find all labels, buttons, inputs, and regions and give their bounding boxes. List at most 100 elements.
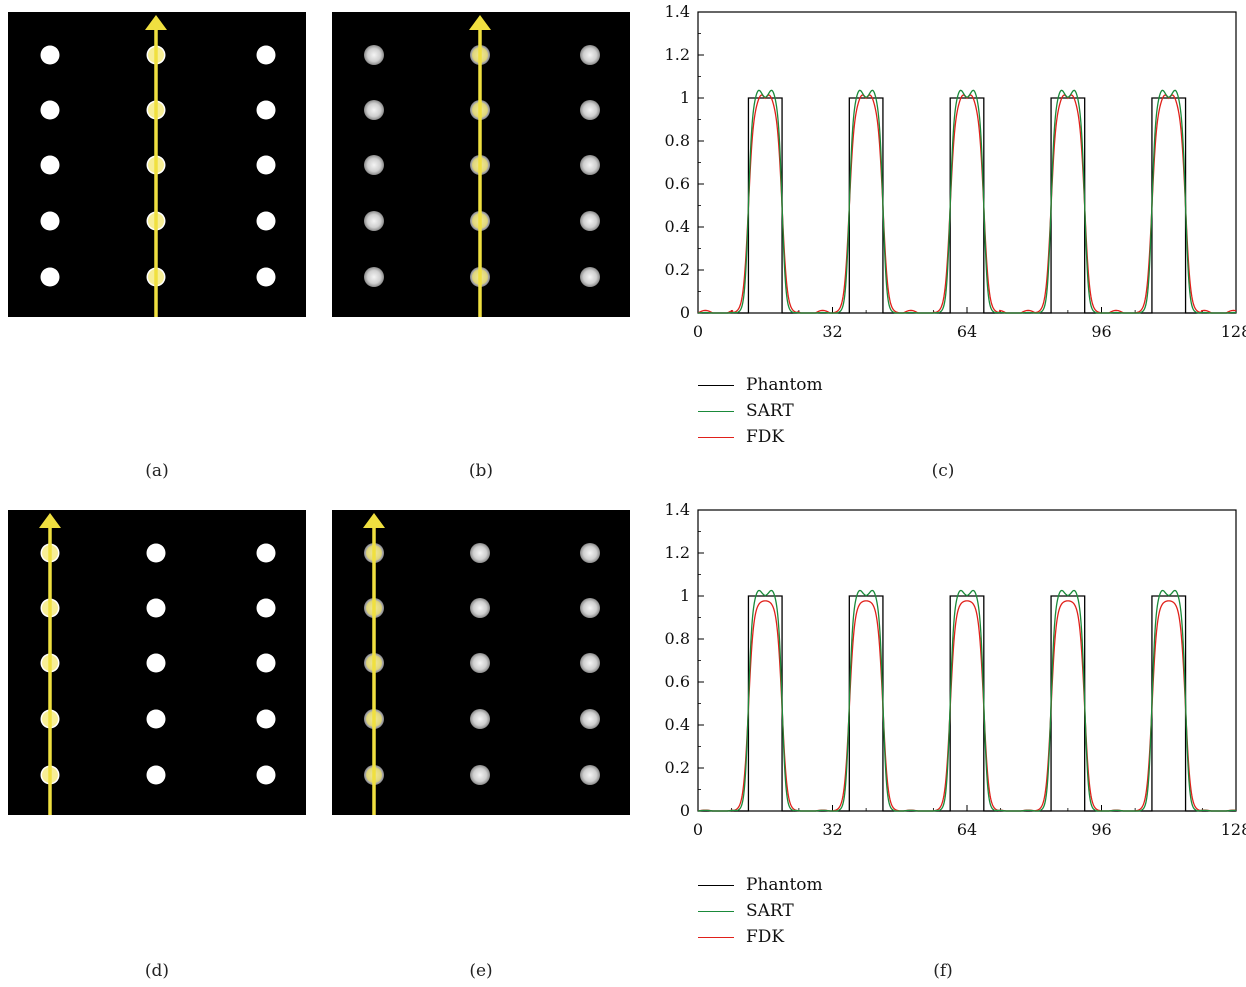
line-chart-f: 0 0.2 0.4 0.6 0.8 1 1.2 1.4 0 32 64 96 128 [640, 498, 1246, 858]
phantom-dot [40, 211, 60, 231]
legend-label-phantom: Phantom [746, 375, 823, 395]
phantom-dot [580, 267, 600, 287]
legend-item-sart: SART [698, 898, 823, 924]
y-tick-label: 1.2 [665, 543, 690, 562]
legend-swatch-sart [698, 410, 734, 412]
phantom-dot [256, 709, 276, 729]
y-tick-label: 0.8 [665, 629, 690, 648]
arrow-dot-overlap [148, 47, 164, 63]
arrow-head-icon [363, 513, 385, 528]
legend-swatch-fdk [698, 936, 734, 938]
series-line-fdk [697, 94, 1237, 314]
series-line-fdk [697, 600, 1237, 812]
plot-frame [697, 509, 1237, 812]
phantom-dot [146, 543, 166, 563]
legend-c: Phantom SART FDK [698, 372, 823, 450]
phantom-dot [256, 211, 276, 231]
y-tick-label: 1.2 [665, 45, 690, 64]
phantom-dot [580, 653, 600, 673]
y-tick-label: 0.6 [665, 672, 690, 691]
caption-d: (d) [144, 961, 170, 981]
plot-frame [697, 11, 1237, 314]
image-b-svg [364, 15, 600, 317]
arrow-dot-overlap [366, 600, 382, 616]
phantom-dot [364, 211, 384, 231]
arrow-dot-overlap [472, 213, 488, 229]
legend-item-phantom: Phantom [698, 372, 823, 398]
arrow-dot-overlap [366, 655, 382, 671]
phantom-dot [256, 543, 276, 563]
x-tick-label: 128 [1221, 820, 1246, 839]
x-tick-label: 0 [693, 820, 703, 839]
arrow-dot-overlap [42, 600, 58, 616]
phantom-dot [40, 45, 60, 65]
arrow-dot-overlap [472, 157, 488, 173]
y-tick-label: 0.4 [665, 715, 690, 734]
y-tick-label: 1 [680, 586, 690, 605]
caption-e: (e) [469, 961, 493, 981]
phantom-dot [580, 45, 600, 65]
legend-label-phantom: Phantom [746, 875, 823, 895]
legend-swatch-sart [698, 910, 734, 912]
phantom-dot [256, 765, 276, 785]
caption-c: (c) [931, 461, 955, 481]
arrow-dot-overlap [148, 269, 164, 285]
phantom-dot [364, 45, 384, 65]
image-panel-b [332, 12, 630, 317]
arrow-dot-overlap [42, 545, 58, 561]
phantom-dot [470, 598, 490, 618]
y-tick-label: 1.4 [665, 500, 690, 519]
x-tick-label: 64 [957, 322, 977, 341]
y-tick-label: 0.2 [665, 758, 690, 777]
phantom-dot [146, 598, 166, 618]
legend-label-sart: SART [746, 901, 794, 921]
phantom-dot [364, 155, 384, 175]
phantom-dot [470, 543, 490, 563]
x-tick-label: 64 [957, 820, 977, 839]
chart-f-svg: 0 0.2 0.4 0.6 0.8 1 1.2 1.4 0 32 64 96 128 [665, 500, 1246, 839]
x-tick-label: 0 [693, 322, 703, 341]
phantom-dot [256, 45, 276, 65]
phantom-dot [580, 765, 600, 785]
x-tick-label: 32 [822, 322, 842, 341]
x-tick-label: 96 [1091, 820, 1111, 839]
caption-a: (a) [145, 461, 169, 481]
image-panel-d [8, 510, 306, 815]
arrow-dot-overlap [42, 711, 58, 727]
legend-label-fdk: FDK [746, 427, 785, 447]
x-tick-label: 128 [1221, 322, 1246, 341]
arrow-dot-overlap [366, 545, 382, 561]
phantom-dot [256, 267, 276, 287]
legend-swatch-fdk [698, 436, 734, 438]
arrow-dot-overlap [148, 213, 164, 229]
phantom-dot [580, 598, 600, 618]
y-tick-label: 0 [680, 801, 690, 820]
y-tick-label: 1.4 [665, 2, 690, 21]
phantom-dot [256, 598, 276, 618]
image-d-svg [39, 513, 276, 815]
phantom-dot [40, 155, 60, 175]
phantom-dot [364, 267, 384, 287]
line-chart-c: 0 0.2 0.4 0.6 0.8 1 1.2 1.4 0 32 64 96 128 [640, 0, 1246, 360]
y-tick-label: 0.2 [665, 260, 690, 279]
phantom-dot [146, 709, 166, 729]
phantom-dot [580, 211, 600, 231]
arrow-dot-overlap [42, 767, 58, 783]
phantom-dot [580, 709, 600, 729]
arrow-dot-overlap [366, 767, 382, 783]
image-panel-a [8, 12, 306, 317]
phantom-dot [40, 100, 60, 120]
arrow-dot-overlap [472, 102, 488, 118]
phantom-dot [580, 100, 600, 120]
legend-item-fdk: FDK [698, 424, 823, 450]
caption-b: (b) [468, 461, 494, 481]
phantom-dot [146, 765, 166, 785]
y-tick-label: 0.6 [665, 174, 690, 193]
phantom-dot [256, 155, 276, 175]
legend-label-sart: SART [746, 401, 794, 421]
phantom-dot [580, 155, 600, 175]
phantom-dot [40, 267, 60, 287]
phantom-dot [580, 543, 600, 563]
x-tick-label: 32 [822, 820, 842, 839]
series-line-sart [697, 89, 1237, 314]
